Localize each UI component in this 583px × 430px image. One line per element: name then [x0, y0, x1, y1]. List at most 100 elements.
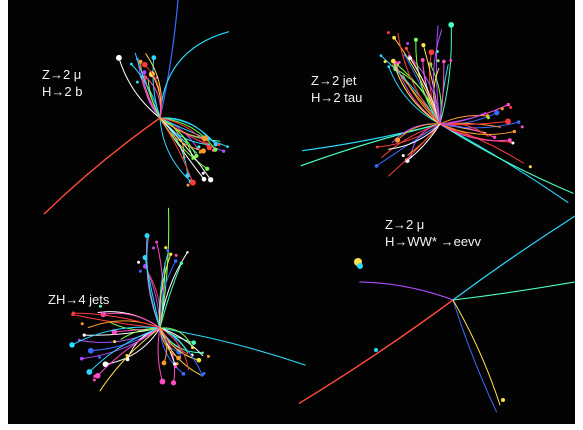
track-line: [439, 112, 486, 125]
label-line: Z→2 μ: [42, 67, 82, 82]
track-line: [97, 327, 161, 377]
track-line: [159, 117, 197, 157]
track-line: [439, 121, 520, 129]
detector-hit: [205, 166, 210, 171]
detector-hit: [92, 378, 96, 382]
track-line: [157, 327, 163, 383]
detector-hit: [100, 311, 106, 318]
detector-hit: [202, 135, 209, 142]
detector-hit: [98, 355, 102, 359]
detector-hit: [394, 137, 401, 143]
track-line: [408, 55, 441, 125]
label-line: ZH→4 jets: [48, 292, 110, 307]
track-line: [439, 115, 488, 125]
detector-hit: [159, 378, 166, 385]
track-line: [71, 326, 161, 346]
event-display-figure: Z→2 μ H→2 b Z→2 jet H→2 tau Z→2 μ H→WW* …: [8, 0, 575, 424]
detector-hit: [387, 65, 391, 69]
detector-hit: [421, 43, 426, 48]
detector-hit: [516, 120, 521, 124]
detector-hit: [80, 322, 84, 326]
detector-hit: [390, 58, 396, 64]
track-line: [381, 123, 441, 158]
detector-hit: [512, 129, 517, 134]
track-line: [452, 281, 575, 301]
detector-hit: [174, 253, 178, 257]
detector-hit: [198, 150, 202, 154]
track-line: [439, 123, 574, 194]
track-line: [406, 123, 441, 162]
detector-hit: [436, 59, 440, 63]
detector-hit: [194, 153, 199, 159]
label-line: H→WW* →eevv: [385, 234, 482, 249]
track-line: [159, 117, 212, 181]
track-line: [359, 281, 454, 301]
track-line: [159, 0, 179, 119]
detector-hit: [166, 248, 170, 252]
event-label-zjet-htautau: Z→2 jet H→2 tau: [311, 72, 362, 106]
detector-hit: [164, 246, 168, 250]
detector-hit: [86, 369, 93, 375]
track-line: [159, 262, 182, 329]
event-label-zmumu-hww: Z→2 μ H→WW* →eevv: [385, 216, 481, 250]
detector-hit: [169, 252, 173, 256]
detector-hit: [200, 148, 206, 154]
detector-hit: [200, 373, 204, 377]
detector-hit: [113, 340, 117, 344]
track-line: [144, 257, 161, 329]
track-line: [439, 120, 509, 126]
track-line: [159, 327, 190, 371]
detector-hit: [170, 380, 177, 386]
track-line: [159, 117, 206, 139]
track-line: [159, 117, 229, 148]
detector-hit: [138, 59, 143, 64]
track-line: [105, 327, 161, 365]
particle-tracks: [43, 0, 575, 413]
detector-hit: [173, 362, 177, 366]
detector-hit: [493, 135, 497, 139]
detector-hit: [386, 31, 390, 35]
label-line: Z→2 μ: [385, 217, 425, 232]
track-line: [388, 66, 441, 125]
detector-hit: [102, 361, 109, 368]
detector-hit: [115, 54, 122, 61]
track-line: [439, 60, 445, 125]
detector-hit: [404, 46, 409, 51]
track-line: [144, 75, 162, 119]
detector-hit: [138, 269, 142, 273]
track-line: [159, 117, 210, 149]
detector-hit: [528, 165, 532, 169]
event-label-zh-4jets: ZH→4 jets: [48, 291, 109, 308]
track-line: [392, 60, 441, 125]
track-line: [397, 32, 441, 125]
detector-hit: [222, 149, 226, 153]
detector-hit: [98, 304, 102, 308]
track-line: [388, 123, 441, 150]
detector-hit: [191, 346, 195, 350]
track-line: [78, 327, 161, 343]
detector-hit: [406, 41, 410, 45]
detector-hit: [151, 55, 157, 61]
track-line: [99, 327, 161, 392]
detector-hit: [82, 333, 86, 337]
detector-hit: [161, 360, 167, 366]
detector-hit: [94, 372, 101, 379]
detector-hit: [494, 110, 500, 116]
detector-hit: [181, 371, 186, 376]
track-line: [88, 327, 161, 373]
detector-hit: [69, 342, 75, 348]
track-line: [159, 117, 204, 152]
detector-hit: [226, 145, 229, 149]
track-line: [43, 117, 161, 215]
track-line: [452, 299, 501, 406]
detector-hit: [383, 60, 387, 64]
detector-hit: [442, 59, 446, 64]
track-line: [159, 327, 168, 364]
track-line: [118, 57, 161, 119]
detector-hit: [87, 347, 94, 354]
track-line: [388, 123, 441, 177]
detector-hit: [397, 60, 401, 64]
detector-hit: [505, 118, 511, 125]
track-line: [452, 215, 575, 301]
detector-hit: [501, 398, 505, 402]
